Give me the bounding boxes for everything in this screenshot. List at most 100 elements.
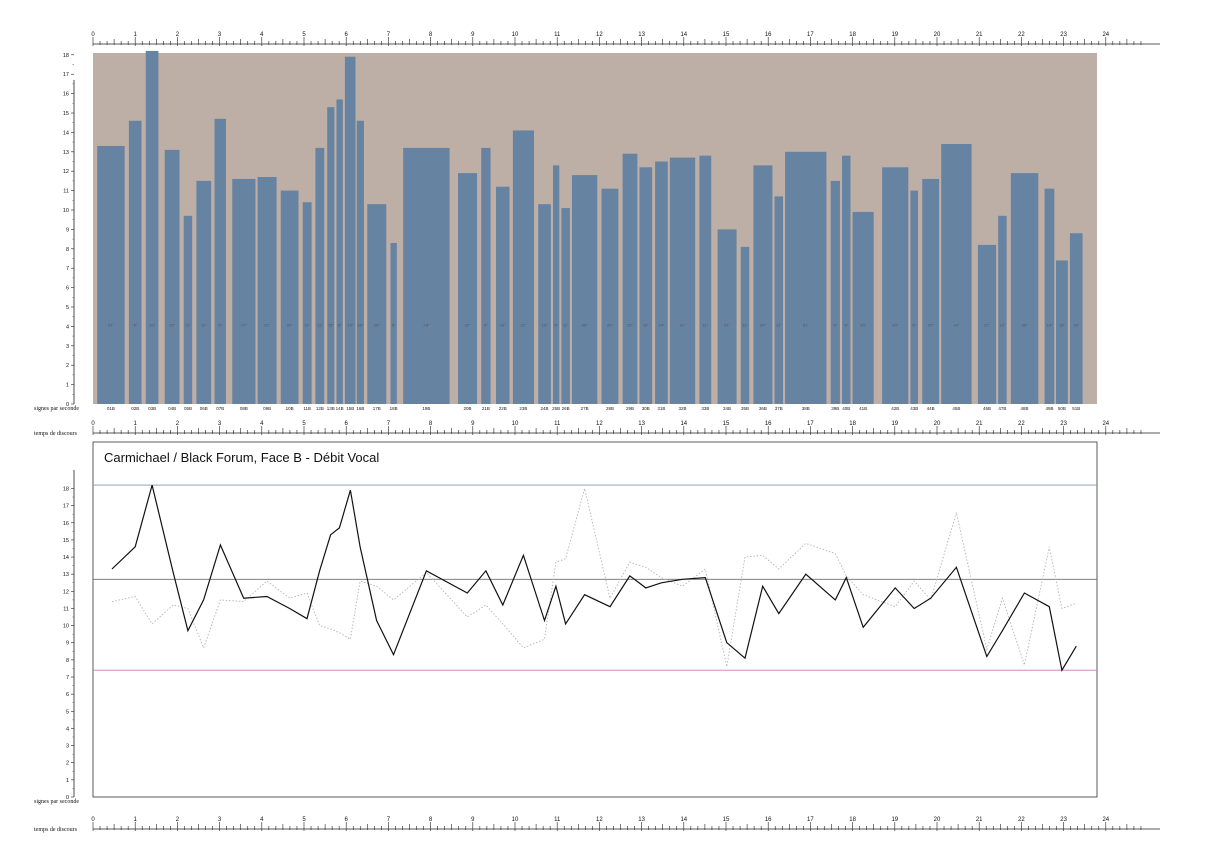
bar-category-label: 37B (775, 406, 783, 411)
y-tick-label: 12 (63, 169, 69, 175)
bar (128, 120, 142, 404)
ruler-tick-label: 7 (387, 817, 391, 823)
y-tick-label: 14 (63, 555, 69, 561)
debit-series-line (111, 484, 1077, 672)
ruler-tick-label: 8 (429, 421, 433, 427)
bar (302, 202, 312, 404)
ruler-tick-label: 6 (345, 817, 349, 823)
bar-category-label: 08B (240, 406, 248, 411)
ruler-tick-label: 9 (471, 817, 475, 823)
ruler-tick-label: 12 (596, 32, 603, 38)
bar-category-label: 13B (327, 406, 335, 411)
ruler-tick-label: 6 (345, 421, 349, 427)
bar-duration-label: 6" (218, 322, 222, 327)
y-tick-label: 0 (66, 402, 69, 408)
line-chart-reference-lines (93, 484, 1097, 671)
y-tick-label: 17 (63, 72, 69, 78)
bar-category-label: 05B (184, 406, 192, 411)
bottom-ruler-caption: temps de discours (34, 827, 78, 833)
bar (336, 99, 343, 405)
ruler-tick-label: 16 (765, 32, 772, 38)
bar-duration-label: 13" (500, 322, 506, 327)
bar-category-label: 04B (168, 406, 176, 411)
ruler-tick-label: 8 (429, 817, 433, 823)
bar (481, 147, 491, 405)
bar-duration-label: 44" (953, 322, 959, 327)
bar (774, 196, 783, 404)
ruler-tick-label: 21 (976, 817, 983, 823)
bar-duration-label: 51" (803, 322, 809, 327)
ruler-tick-label: 1 (134, 32, 138, 38)
bar-duration-label: 14" (1047, 322, 1053, 327)
bar-category-label: 18B (390, 406, 398, 411)
line-chart-y-axis-caption: signes par seconde (34, 799, 79, 805)
bar-chart-y-axis-caption: signes par seconde (34, 406, 79, 412)
ruler-tick-label: 22 (1018, 421, 1025, 427)
bar (496, 186, 510, 404)
ruler-tick-label: 3 (218, 817, 222, 823)
ruler-tick-label: 11 (554, 817, 561, 823)
ruler-tick-label: 23 (1060, 817, 1067, 823)
bar (622, 153, 638, 404)
bar-duration-label: 22" (627, 322, 633, 327)
bar-category-label: 17B (373, 406, 381, 411)
bar (655, 161, 668, 404)
bar-category-label: 01B (107, 406, 115, 411)
bar-category-label: 50B (1058, 406, 1066, 411)
ruler-tick-label: 10 (512, 421, 519, 427)
ruler-tick-label: 5 (302, 817, 306, 823)
ruler-tick-label: 20 (934, 817, 941, 823)
bar-duration-label: 5" (338, 322, 342, 327)
bar-duration-label: 20" (860, 322, 866, 327)
ruler-tick-label: 1 (134, 817, 138, 823)
bar (1056, 260, 1068, 404)
bar-category-label: 32B (679, 406, 687, 411)
y-tick-label: 18 (63, 53, 69, 59)
y-tick-label: 14 (63, 130, 69, 136)
y-tick-label: 3 (66, 744, 69, 750)
bar (842, 155, 851, 404)
ruler-tick-label: 19 (891, 817, 898, 823)
y-tick-label: 5 (66, 709, 69, 715)
bar-duration-label: 15" (347, 322, 353, 327)
ruler-tick-label: 18 (849, 32, 856, 38)
y-tick-label: 9 (66, 641, 69, 647)
y-tick-label: 2 (66, 363, 69, 369)
bar-category-label: 10B (286, 406, 294, 411)
ruler-tick-label: 15 (723, 817, 730, 823)
bar (669, 157, 696, 404)
bar (561, 208, 570, 404)
bar (941, 144, 972, 405)
bar (882, 167, 909, 404)
bar (785, 151, 827, 404)
ruler-tick-label: 2 (176, 817, 180, 823)
ruler-tick-label: 13 (638, 32, 645, 38)
bar-category-label: 48B (1021, 406, 1029, 411)
ruler-tick-label: 9 (471, 32, 475, 38)
y-tick-label: 1 (66, 778, 69, 784)
bar-duration-label: 11" (563, 322, 569, 327)
y-tick-label: 6 (66, 692, 69, 698)
ruler-tick-label: 19 (891, 32, 898, 38)
bar-category-label: 06B (200, 406, 208, 411)
ruler-tick-label: 20 (934, 421, 941, 427)
ruler-tick-label: 16 (765, 817, 772, 823)
bar-duration-label: 21" (984, 322, 990, 327)
bar-duration-label: 9" (833, 322, 837, 327)
y-tick-label: 16 (63, 521, 69, 527)
bar-duration-label: 11" (742, 322, 748, 327)
ruler-tick-label: 0 (91, 817, 95, 823)
bar-category-label: 34B (723, 406, 731, 411)
ruler-tick-label: 15 (723, 421, 730, 427)
ruler-tick-label: 6 (345, 32, 349, 38)
bar-duration-label: 20" (374, 322, 380, 327)
bar-duration-label: 10" (643, 322, 649, 327)
bar-category-label: 22B (499, 406, 507, 411)
bar (601, 188, 619, 404)
bar-duration-label: 9" (484, 322, 488, 327)
bar (830, 180, 840, 404)
y-tick-label: 3 (66, 344, 69, 350)
ruler-tick-label: 17 (807, 32, 814, 38)
middle-ruler-caption: temps de discours (34, 431, 78, 437)
bar-category-label: 41B (859, 406, 867, 411)
